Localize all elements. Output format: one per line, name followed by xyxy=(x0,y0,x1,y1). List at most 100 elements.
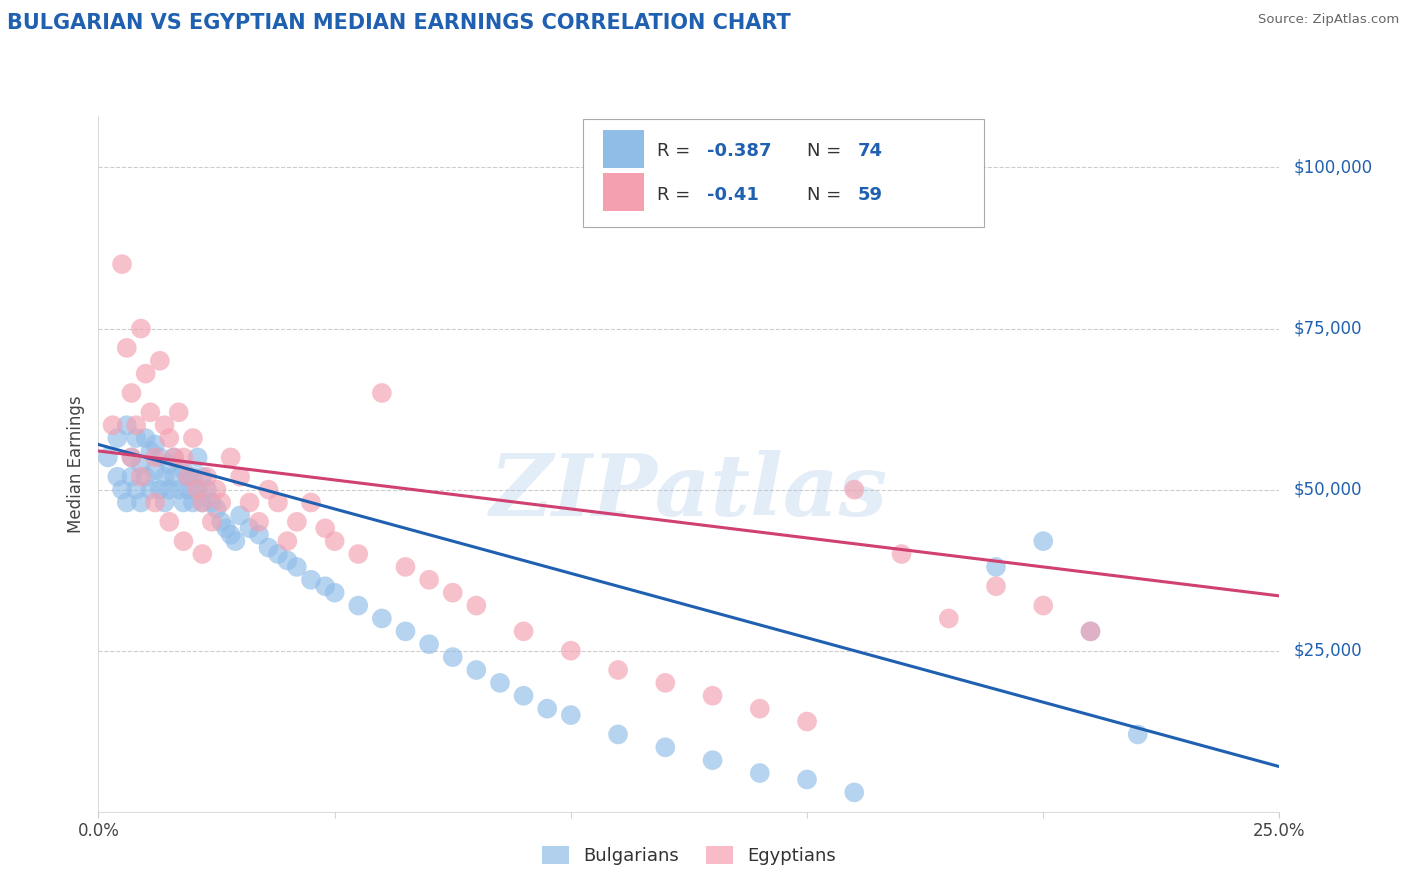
Point xyxy=(209,515,232,529)
Text: ZIPatlas: ZIPatlas xyxy=(489,450,889,533)
Point xyxy=(143,437,166,451)
Point xyxy=(105,469,128,483)
Point xyxy=(201,495,224,509)
Point xyxy=(191,495,214,509)
Point xyxy=(654,676,676,690)
Point xyxy=(512,624,534,639)
Point xyxy=(267,495,290,509)
Point xyxy=(285,515,308,529)
Point xyxy=(129,457,152,471)
Point xyxy=(1032,534,1054,549)
Point xyxy=(229,508,252,523)
Point xyxy=(163,450,186,465)
Text: N =: N = xyxy=(807,142,846,160)
Point xyxy=(844,785,866,799)
Point xyxy=(702,753,724,767)
Point xyxy=(796,772,818,787)
Point xyxy=(418,573,440,587)
FancyBboxPatch shape xyxy=(603,173,644,211)
Point xyxy=(205,502,228,516)
Text: BULGARIAN VS EGYPTIAN MEDIAN EARNINGS CORRELATION CHART: BULGARIAN VS EGYPTIAN MEDIAN EARNINGS CO… xyxy=(7,13,790,33)
Point xyxy=(323,585,346,599)
Point xyxy=(267,547,290,561)
Point xyxy=(1080,624,1102,639)
Text: R =: R = xyxy=(657,142,696,160)
FancyBboxPatch shape xyxy=(582,120,984,227)
Point xyxy=(177,469,200,483)
Point xyxy=(465,663,488,677)
Point xyxy=(536,701,558,715)
Point xyxy=(191,547,214,561)
Point xyxy=(314,521,336,535)
Point xyxy=(101,418,124,433)
Point xyxy=(172,450,194,465)
Point xyxy=(167,405,190,419)
Point xyxy=(115,495,138,509)
Point xyxy=(394,624,416,639)
Point xyxy=(157,457,180,471)
Point xyxy=(512,689,534,703)
Point xyxy=(247,515,270,529)
Text: 59: 59 xyxy=(858,186,883,203)
Point xyxy=(276,553,298,567)
Point xyxy=(115,341,138,355)
Point xyxy=(139,444,162,458)
Point xyxy=(187,450,209,465)
Point xyxy=(890,547,912,561)
Point xyxy=(172,495,194,509)
Point xyxy=(984,579,1007,593)
Point xyxy=(314,579,336,593)
Point xyxy=(371,386,394,401)
Text: $100,000: $100,000 xyxy=(1294,159,1372,177)
Point xyxy=(441,650,464,665)
Point xyxy=(167,483,190,497)
Point xyxy=(219,527,242,541)
Point xyxy=(560,643,582,657)
Point xyxy=(299,573,322,587)
Point xyxy=(654,740,676,755)
Point xyxy=(125,418,148,433)
Text: $50,000: $50,000 xyxy=(1294,481,1362,499)
Point xyxy=(347,547,370,561)
Text: -0.387: -0.387 xyxy=(707,142,770,160)
Point xyxy=(121,450,143,465)
Text: -0.41: -0.41 xyxy=(707,186,758,203)
Point xyxy=(153,495,176,509)
Point xyxy=(143,450,166,465)
Point xyxy=(125,483,148,497)
Point xyxy=(177,469,200,483)
Point xyxy=(157,483,180,497)
Point xyxy=(844,483,866,497)
Point xyxy=(115,418,138,433)
Point xyxy=(323,534,346,549)
Point xyxy=(129,495,152,509)
Point xyxy=(157,431,180,445)
Point xyxy=(938,611,960,625)
Point xyxy=(172,534,194,549)
Point xyxy=(177,483,200,497)
Point xyxy=(149,483,172,497)
Point xyxy=(607,727,630,741)
Point xyxy=(229,469,252,483)
Text: N =: N = xyxy=(807,186,846,203)
Point xyxy=(702,689,724,703)
Point xyxy=(153,469,176,483)
Point xyxy=(111,483,134,497)
Point xyxy=(181,431,204,445)
Point xyxy=(121,450,143,465)
Point xyxy=(149,353,172,368)
Point xyxy=(239,521,262,535)
Point xyxy=(135,431,157,445)
Text: 74: 74 xyxy=(858,142,883,160)
Point xyxy=(257,483,280,497)
Point xyxy=(129,469,152,483)
Text: $75,000: $75,000 xyxy=(1294,319,1362,337)
Point xyxy=(135,367,157,381)
Point xyxy=(163,450,186,465)
Point xyxy=(224,534,246,549)
FancyBboxPatch shape xyxy=(603,130,644,169)
Point xyxy=(111,257,134,271)
Point xyxy=(125,431,148,445)
Y-axis label: Median Earnings: Median Earnings xyxy=(67,395,86,533)
Point xyxy=(257,541,280,555)
